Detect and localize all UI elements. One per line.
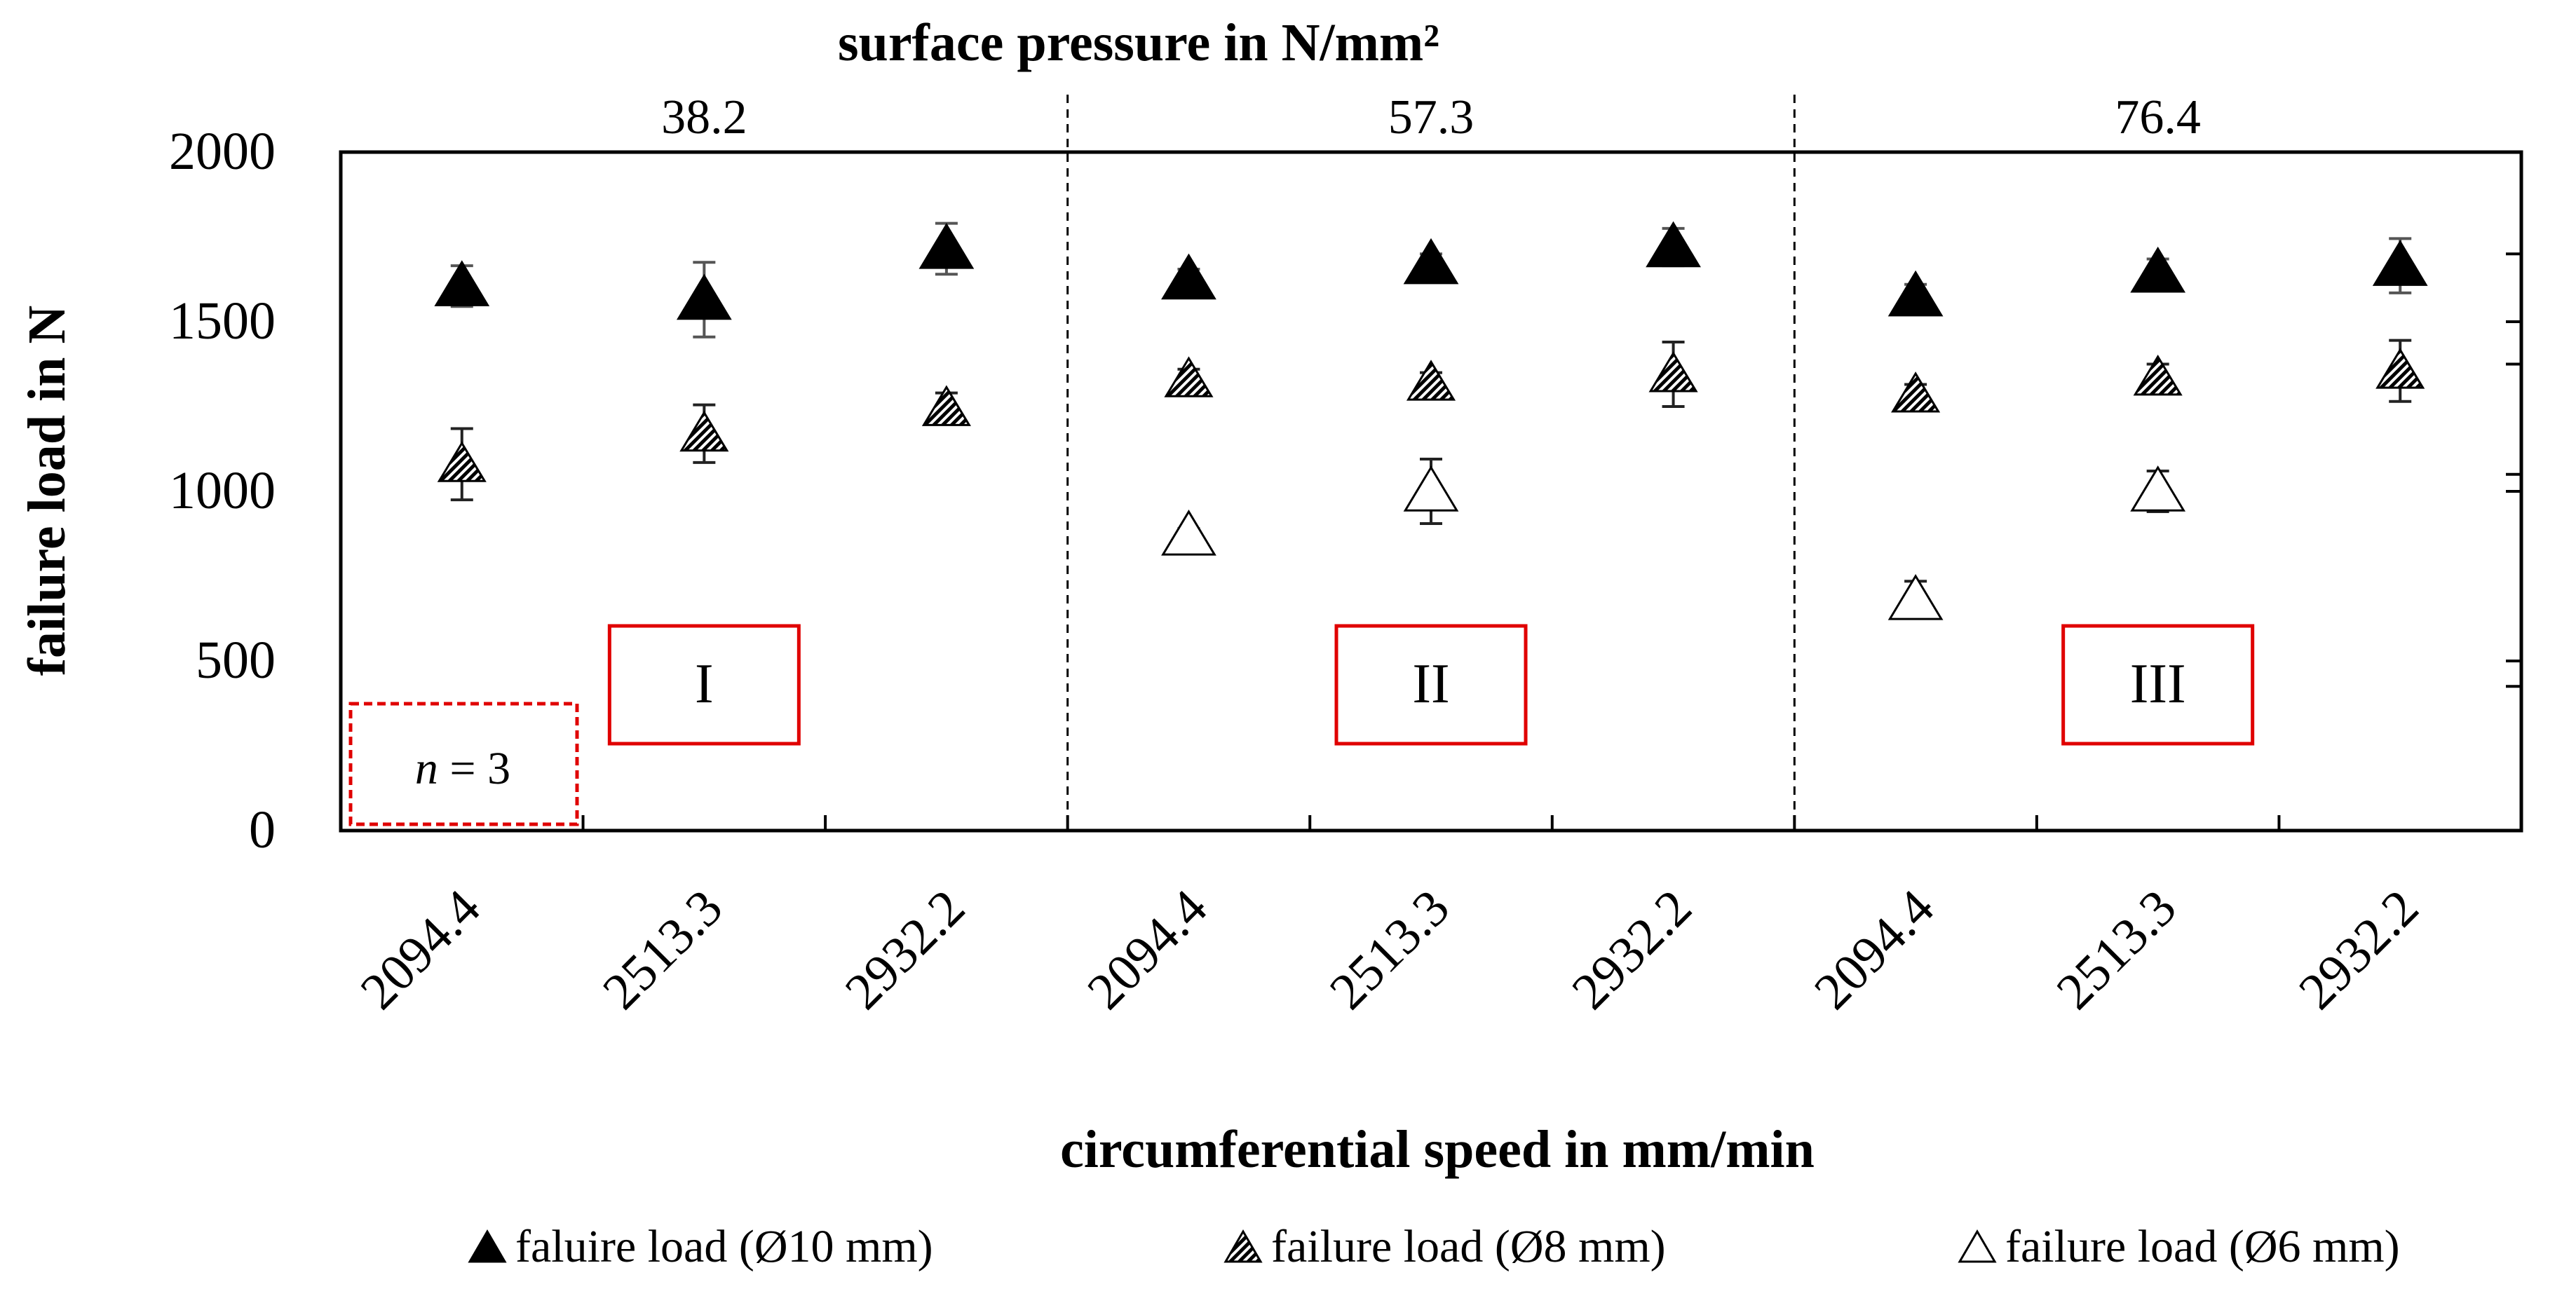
legend: faluire load (Ø10 mm) failure load (Ø8 m… [468,1221,2400,1272]
x-tick-label-4: 2094.4 [1077,879,1219,1021]
point-s1-8 [2130,246,2186,293]
legend-label-d6: failure load (Ø6 mm) [2005,1221,2400,1272]
y-axis-title: failure load in N [18,306,76,676]
point-s2-5 [1406,360,1456,401]
y-tick-label-500: 500 [196,631,276,690]
sample-size-value: = 3 [438,743,510,794]
region-label-1: I [695,653,714,715]
region-box-1 [607,624,801,746]
y-tick-label-1500: 1500 [169,292,276,350]
x-tick-label-6: 2932.2 [1561,879,1703,1021]
point-s1-7 [1887,270,1944,317]
y-tick-label-1000: 1000 [169,461,276,520]
sample-size-box [348,702,579,826]
point-s3-5 [1403,465,1459,512]
pressure-label-1: 38.2 [661,90,747,144]
legend-filled-triangle-icon [468,1229,507,1263]
point-s2-6 [1648,351,1698,393]
legend-open-triangle-icon [1958,1229,1997,1263]
point-s2-9 [2375,348,2425,389]
region-label-3: III [2130,653,2186,715]
x-tick-label-5: 2513.3 [1319,879,1460,1021]
y-tick-label-0: 0 [249,800,276,859]
sample-size-symbol: n [415,743,438,794]
region-box-3 [2061,624,2255,746]
legend-label-d8: failure load (Ø8 mm) [1271,1221,1666,1272]
legend-hatched-triangle-icon [1223,1229,1263,1263]
x-tick-label-7: 2094.4 [1803,879,1945,1021]
y-tick-label-2000: 2000 [169,122,276,181]
point-s3-7 [1887,573,1944,620]
point-s2-2 [679,410,729,452]
point-s1-1 [434,260,490,306]
region-label-2: II [1412,653,1449,715]
chart-title: surface pressure in N/mm² [838,13,1439,72]
point-s2-7 [1891,371,1941,413]
point-s2-8 [2133,354,2183,396]
region-box-2 [1334,624,1528,746]
point-s2-1 [437,441,487,482]
point-s1-3 [918,223,975,269]
x-tick-label-2: 2513.3 [592,879,733,1021]
point-s3-8 [2130,465,2186,512]
point-s2-4 [1164,356,1214,397]
point-s1-6 [1646,221,1701,268]
x-tick-label-8: 2513.3 [2046,879,2188,1021]
point-s1-9 [2372,240,2428,286]
sample-size-note: n = 3 [415,743,510,794]
point-s1-5 [1403,238,1459,285]
x-tick-label-9: 2932.2 [2288,879,2429,1021]
pressure-label-2: 57.3 [1388,90,1475,144]
legend-label-d10: faluire load (Ø10 mm) [515,1221,933,1272]
point-s3-4 [1161,510,1216,556]
point-s2-3 [921,385,971,426]
pressure-label-3: 76.4 [2115,90,2201,144]
x-tick-label-1: 2094.4 [350,879,492,1021]
point-s1-4 [1161,253,1216,300]
x-tick-label-3: 2932.2 [834,879,976,1021]
point-s1-2 [676,273,732,320]
x-axis-title: circumferential speed in mm/min [1060,1120,1815,1179]
